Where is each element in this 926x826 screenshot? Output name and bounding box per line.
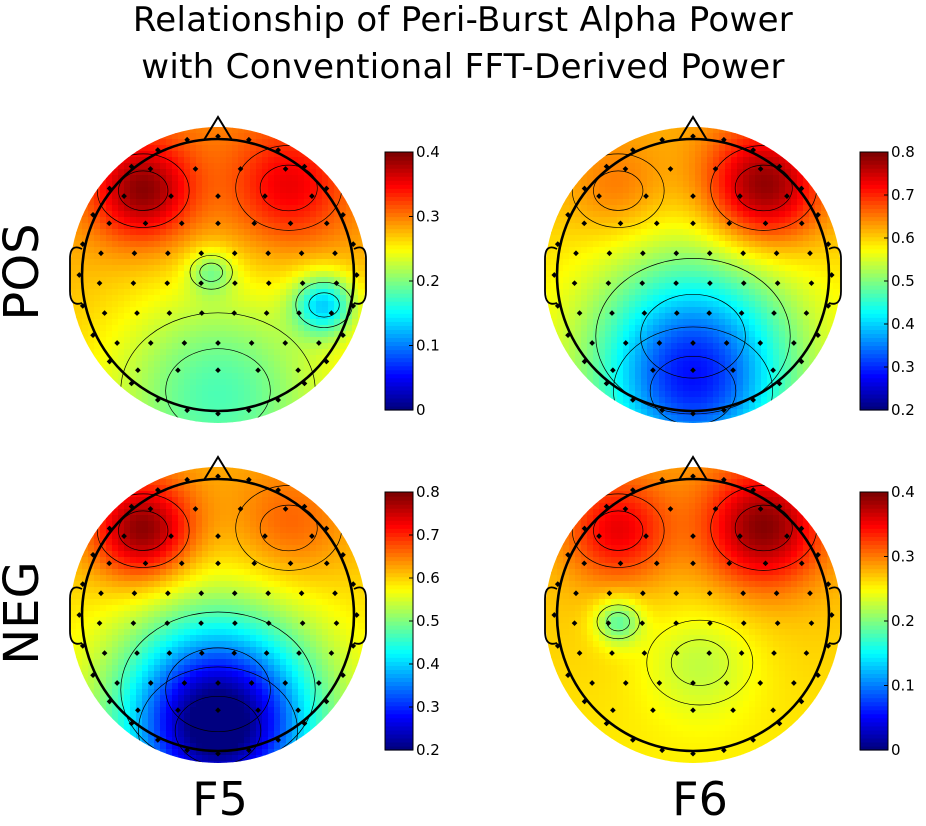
- topomap-pos-f6: 0.2 0.3 0.4 0.5 0.6 0.7 0.8: [535, 110, 926, 430]
- colorbar-tick-label: 0.2: [416, 272, 440, 290]
- figure-title-line-2: with Conventional FFT-Derived Power: [0, 47, 926, 87]
- column-label-f6: F6: [630, 772, 770, 826]
- row-label-neg: NEG: [0, 533, 52, 693]
- colorbar-tick-label: 0.6: [891, 229, 915, 247]
- colorbar-tick-label: 0.7: [891, 186, 915, 204]
- colorbar-tick-label: 0.3: [891, 358, 915, 376]
- row-label-pos: POS: [0, 192, 52, 352]
- topomap-field: [70, 467, 371, 768]
- colorbar-tick-label: 0.3: [891, 548, 915, 566]
- colorbar-tick-label: 0.5: [891, 272, 915, 290]
- colorbar-tick-label: 0.4: [891, 315, 915, 333]
- topomap-field: [545, 127, 846, 428]
- topomap-neg-f6: 0 0.1 0.2 0.3 0.4: [535, 450, 926, 770]
- colorbar-tick-label: 0.8: [891, 143, 915, 161]
- colorbar-tick-label: 0.2: [416, 741, 440, 759]
- colorbar-tick-label: 0.3: [416, 698, 440, 716]
- colorbar-tick-label: 0.2: [891, 612, 915, 630]
- topomap-field: [545, 467, 846, 768]
- colorbar: [385, 492, 413, 751]
- colorbar: [860, 152, 888, 411]
- figure-title-line-1: Relationship of Peri-Burst Alpha Power: [0, 0, 926, 40]
- colorbar: [860, 492, 888, 751]
- colorbar-tick-label: 0: [416, 401, 426, 419]
- colorbar-tick-label: 0.1: [416, 337, 440, 355]
- colorbar-tick-label: 0.4: [416, 143, 440, 161]
- column-label-f5: F5: [150, 772, 290, 826]
- colorbar: [385, 152, 413, 411]
- topomap-field: [70, 127, 371, 428]
- colorbar-tick-label: 0.3: [416, 208, 440, 226]
- colorbar-tick-label: 0.8: [416, 483, 440, 501]
- topomap-pos-f5: 0 0.1 0.2 0.3 0.4: [60, 110, 460, 430]
- colorbar-tick-label: 0: [891, 741, 901, 759]
- colorbar-tick-label: 0.4: [416, 655, 440, 673]
- colorbar-tick-label: 0.5: [416, 612, 440, 630]
- colorbar-tick-label: 0.4: [891, 483, 915, 501]
- colorbar-tick-label: 0.6: [416, 569, 440, 587]
- colorbar-tick-label: 0.2: [891, 401, 915, 419]
- topomap-neg-f5: 0.2 0.3 0.4 0.5 0.6 0.7 0.8: [60, 450, 460, 770]
- colorbar-tick-label: 0.7: [416, 526, 440, 544]
- colorbar-tick-label: 0.1: [891, 677, 915, 695]
